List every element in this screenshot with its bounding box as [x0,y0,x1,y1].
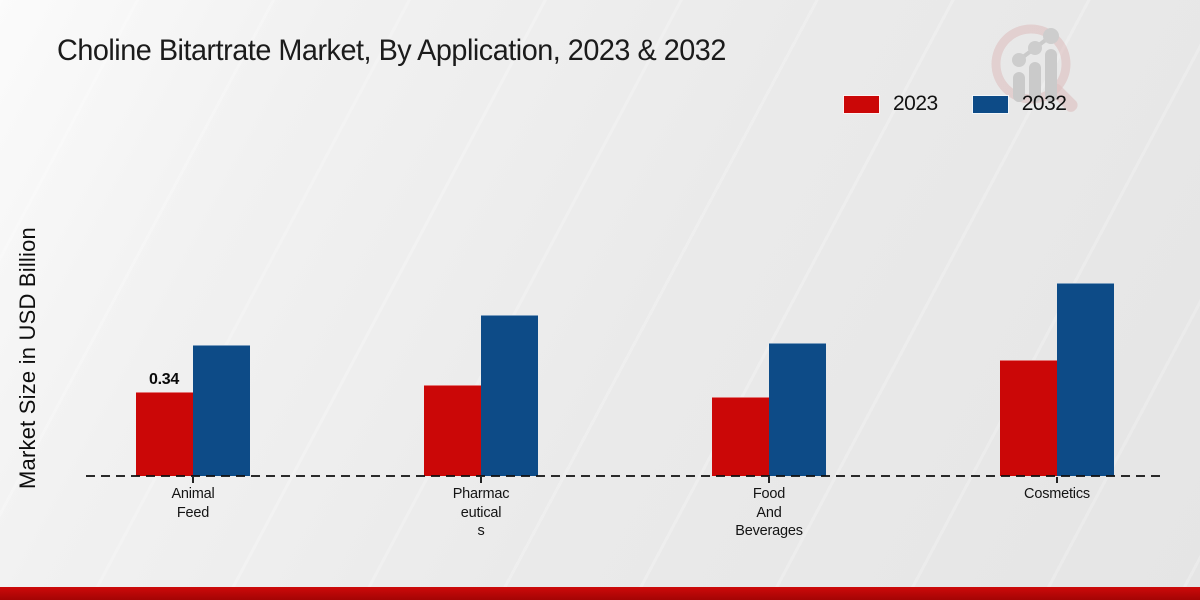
x-axis-tick-food-and-beverages [768,477,770,483]
bar-2032-food-and-beverages [769,343,826,476]
magnifier-growth-chart-logo [983,22,1079,119]
bar-2032-cosmetics [1057,283,1114,476]
chart-title: Choline Bitartrate Market, By Applicatio… [57,34,726,67]
bar-2023-pharmaceuticals [424,385,481,476]
x-axis-label-food-and-beverages: Food And Beverages [735,486,803,539]
x-axis-label-pharmaceuticals: Pharmac eutical s [452,486,510,539]
x-axis-tick-cosmetics [1056,477,1058,483]
legend-label: 2023 [893,92,938,115]
x-axis-label-animal-feed: Animal Feed [171,486,215,521]
bar-2023-animal-feed [136,392,193,476]
footer-band [0,587,1200,600]
y-axis-title: Market Size in USD Billion [15,227,40,489]
bar-2032-pharmaceuticals [481,315,538,476]
x-axis-line [86,475,1163,477]
legend: 2023 2032 [843,92,1067,116]
bar-2032-animal-feed [193,345,250,476]
x-axis-tick-pharmaceuticals [480,477,482,483]
legend-item-2023: 2023 [843,92,938,116]
legend-item-2032: 2032 [971,92,1067,116]
legend-swatch-2032 [971,94,1009,114]
legend-swatch-2023 [843,94,880,114]
x-axis-label-cosmetics: Cosmetics [1024,486,1090,502]
bar-2023-food-and-beverages [712,397,769,476]
bar-2023-cosmetics [1000,360,1057,476]
legend-label: 2032 [1021,92,1067,115]
x-axis-tick-animal-feed [192,477,194,483]
data-label-2023-animal-feed: 0.34 [149,371,179,388]
plot-area: Animal Feed Pharmac eutical s Food And Bev… [86,0,1163,539]
